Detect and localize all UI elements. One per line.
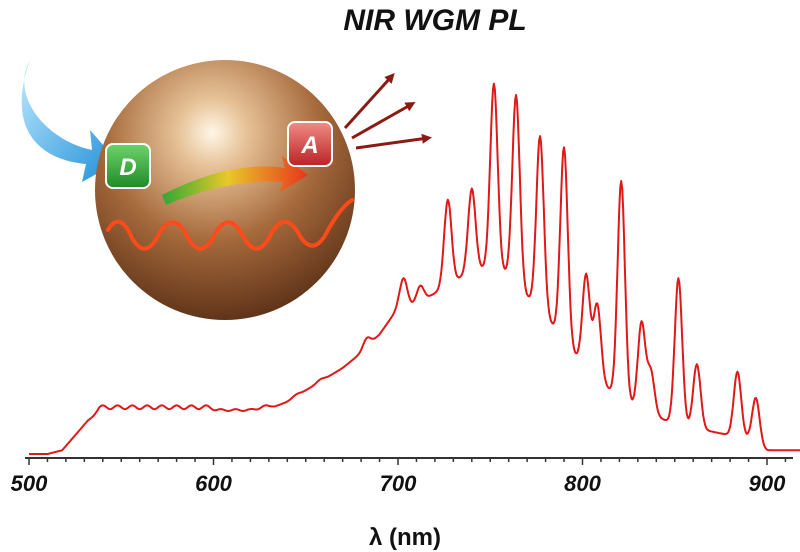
inset-illustration: D A — [21, 60, 432, 320]
donor-box: D — [105, 143, 151, 189]
emission-arrow-1 — [343, 73, 395, 130]
emission-arrow-3 — [355, 133, 432, 150]
x-tick-label: 600 — [195, 471, 232, 496]
energy-transfer-arrow — [162, 156, 308, 205]
x-tick-label: 700 — [380, 471, 417, 496]
excitation-arrow — [21, 60, 118, 182]
whispering-gallery-wave — [106, 198, 354, 251]
chart-title: NIR WGM PL — [343, 4, 526, 37]
x-axis-ticks: 500 600 700 800 900 — [11, 458, 787, 496]
acceptor-box: A — [287, 121, 333, 167]
acceptor-label: A — [300, 132, 318, 159]
x-tick-label: 500 — [11, 471, 48, 496]
spectrum-line — [28, 82, 800, 455]
x-axis-label: λ (nm) — [369, 524, 441, 551]
sphere — [95, 60, 355, 320]
x-tick-label: 900 — [749, 471, 786, 496]
plot-area — [28, 82, 800, 455]
emission-arrow-2 — [351, 102, 416, 140]
donor-label: D — [119, 154, 136, 181]
x-tick-label: 800 — [564, 471, 601, 496]
